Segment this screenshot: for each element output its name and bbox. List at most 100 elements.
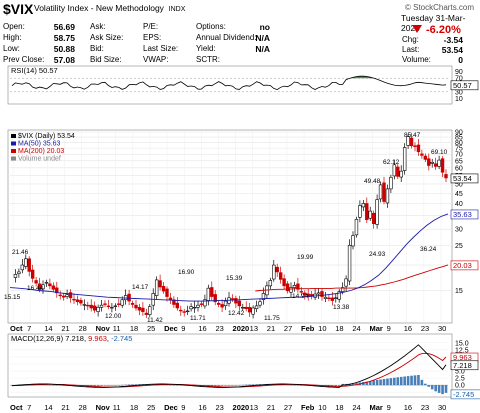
candle-body	[416, 144, 421, 153]
price-tick-label: 30	[455, 227, 463, 234]
macd-histogram-bar	[120, 384, 124, 386]
candle-body	[127, 293, 131, 302]
pe-label: P/E:	[143, 22, 159, 31]
x-tick-label: 9	[387, 324, 391, 333]
candle-body	[199, 303, 204, 305]
macd-x-tick-label: 24	[352, 403, 360, 412]
candle-body	[41, 284, 45, 290]
candle-body	[244, 306, 248, 310]
x-tick-label: 25	[147, 324, 155, 333]
macd-histogram-bar	[117, 384, 121, 386]
yield-label: Yield:	[196, 44, 216, 53]
x-tick-label: 9	[181, 324, 185, 333]
volume-label: Volume:	[402, 55, 431, 64]
candle-body	[216, 302, 221, 305]
candle-body	[154, 279, 159, 296]
candle-body	[213, 294, 217, 303]
x-tick-label: Nov	[96, 324, 111, 333]
macd-histogram-bar	[176, 385, 179, 386]
legend-entry: MA(50) 35.63	[18, 141, 61, 148]
rsi-overbought-fill	[12, 76, 446, 79]
ask-label: Ask:	[90, 22, 106, 31]
macd-histogram-bar	[255, 384, 258, 386]
macd-x-tick-label: 16	[198, 403, 206, 412]
macd-histogram-bar	[234, 385, 238, 386]
candle-body	[303, 292, 307, 295]
quote-header: $VIX Volatility Index - New Methodology …	[0, 0, 480, 65]
macd-histogram-bar	[289, 384, 293, 386]
price-frame	[7, 129, 453, 324]
candle-body	[316, 292, 321, 295]
macd-x-tick-label: 13	[250, 403, 258, 412]
candle-body	[203, 299, 207, 307]
candle-body	[334, 297, 338, 299]
price-annotation: 15.39	[226, 275, 243, 282]
candle-body	[137, 307, 142, 311]
ma50-line	[9, 213, 449, 302]
macd-x-tick-label: 7	[27, 403, 31, 412]
rsi-frame	[7, 65, 453, 105]
macd-histogram-bar	[417, 374, 420, 386]
candle-body	[371, 212, 376, 225]
macd-x-tick-label: 21	[267, 403, 275, 412]
candle-body	[230, 298, 235, 300]
macd-title-separator: ,	[107, 334, 111, 343]
candle-body	[396, 166, 400, 177]
x-tick-label: Dec	[164, 324, 178, 333]
candle-body	[89, 304, 93, 309]
price-annotation: 11.71	[190, 315, 206, 322]
last-price-label-box	[450, 173, 479, 184]
price-annotation: 12.42	[228, 310, 245, 317]
candle-body	[189, 306, 193, 310]
candle-body	[27, 258, 31, 272]
price-tick-label: 40	[455, 201, 463, 208]
price-annotation: 19.99	[297, 254, 314, 261]
candle-body	[261, 293, 266, 300]
macd-histogram-bar	[89, 385, 93, 387]
candle-body	[134, 304, 138, 309]
rsi-last-label-box	[450, 80, 479, 91]
macd-x-tick-label: 11	[113, 403, 121, 412]
candle-body	[120, 299, 124, 306]
macd-histogram-bar	[110, 385, 114, 386]
candle-body	[17, 271, 21, 274]
x-tick-label: 23	[215, 324, 223, 333]
candle-body	[237, 300, 242, 307]
macd-histogram-bar	[114, 385, 117, 386]
macd-histogram-bar	[231, 385, 234, 386]
candle-body	[148, 306, 152, 315]
open-value: 56.69	[53, 22, 75, 32]
candle-body	[168, 297, 173, 301]
down-arrow-icon	[412, 25, 422, 33]
x-tick-label: 14	[44, 324, 52, 333]
dividend-value: N/A	[255, 33, 270, 43]
macd-histogram-bar	[403, 376, 406, 386]
macd-title-prefix: MACD(12,26,9)	[11, 334, 65, 343]
high-value: 58.75	[53, 33, 75, 43]
candle-body	[130, 302, 135, 305]
candle-body	[358, 205, 362, 218]
candle-body	[179, 309, 183, 312]
macd-title-signal: 9.963	[88, 334, 107, 343]
candle-body	[34, 280, 38, 284]
rsi-tick-label: 10	[455, 96, 463, 103]
x-tick-label: 27	[284, 324, 292, 333]
prev-close-label: Prev Close:	[3, 55, 45, 64]
candle-body	[406, 136, 410, 146]
macd-histogram-bar	[124, 384, 127, 386]
candle-body	[254, 305, 259, 310]
macd-histogram-bar	[213, 385, 217, 386]
x-tick-label: Feb	[301, 324, 315, 333]
macd-histogram-bar	[55, 385, 59, 386]
candle-body	[275, 266, 279, 273]
price-annotation: 13.38	[333, 304, 350, 311]
price-tick-label: 45	[455, 191, 463, 198]
macd-histogram-bar	[58, 385, 62, 386]
macd-x-tick-label: 10	[318, 403, 326, 412]
macd-panel: 0.02.55.07.510.012.515.0 9.9637.218-2.74…	[7, 333, 480, 412]
candle-body	[268, 280, 273, 287]
candle-body	[278, 272, 283, 280]
volume-value: 0	[458, 55, 463, 65]
candle-body	[210, 287, 214, 297]
candle-body	[409, 137, 414, 147]
